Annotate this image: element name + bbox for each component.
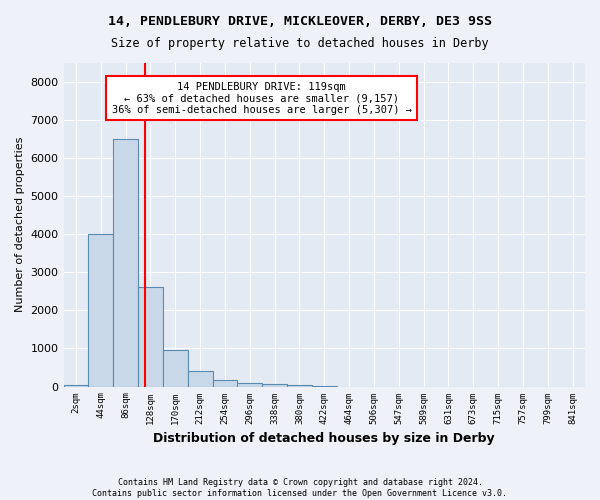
Bar [212,380,238,386]
Bar [188,372,212,386]
Text: 14, PENDLEBURY DRIVE, MICKLEOVER, DERBY, DE3 9SS: 14, PENDLEBURY DRIVE, MICKLEOVER, DERBY,… [108,15,492,28]
Bar [238,382,262,386]
Bar [64,384,88,386]
Bar [262,384,287,386]
Text: Size of property relative to detached houses in Derby: Size of property relative to detached ho… [111,38,489,51]
Bar [113,138,138,386]
Bar [138,288,163,386]
Bar [287,385,312,386]
Text: 14 PENDLEBURY DRIVE: 119sqm
← 63% of detached houses are smaller (9,157)
36% of : 14 PENDLEBURY DRIVE: 119sqm ← 63% of det… [112,82,412,114]
Bar [163,350,188,386]
Text: Contains HM Land Registry data © Crown copyright and database right 2024.
Contai: Contains HM Land Registry data © Crown c… [92,478,508,498]
X-axis label: Distribution of detached houses by size in Derby: Distribution of detached houses by size … [154,432,495,445]
Bar [88,234,113,386]
Y-axis label: Number of detached properties: Number of detached properties [15,137,25,312]
